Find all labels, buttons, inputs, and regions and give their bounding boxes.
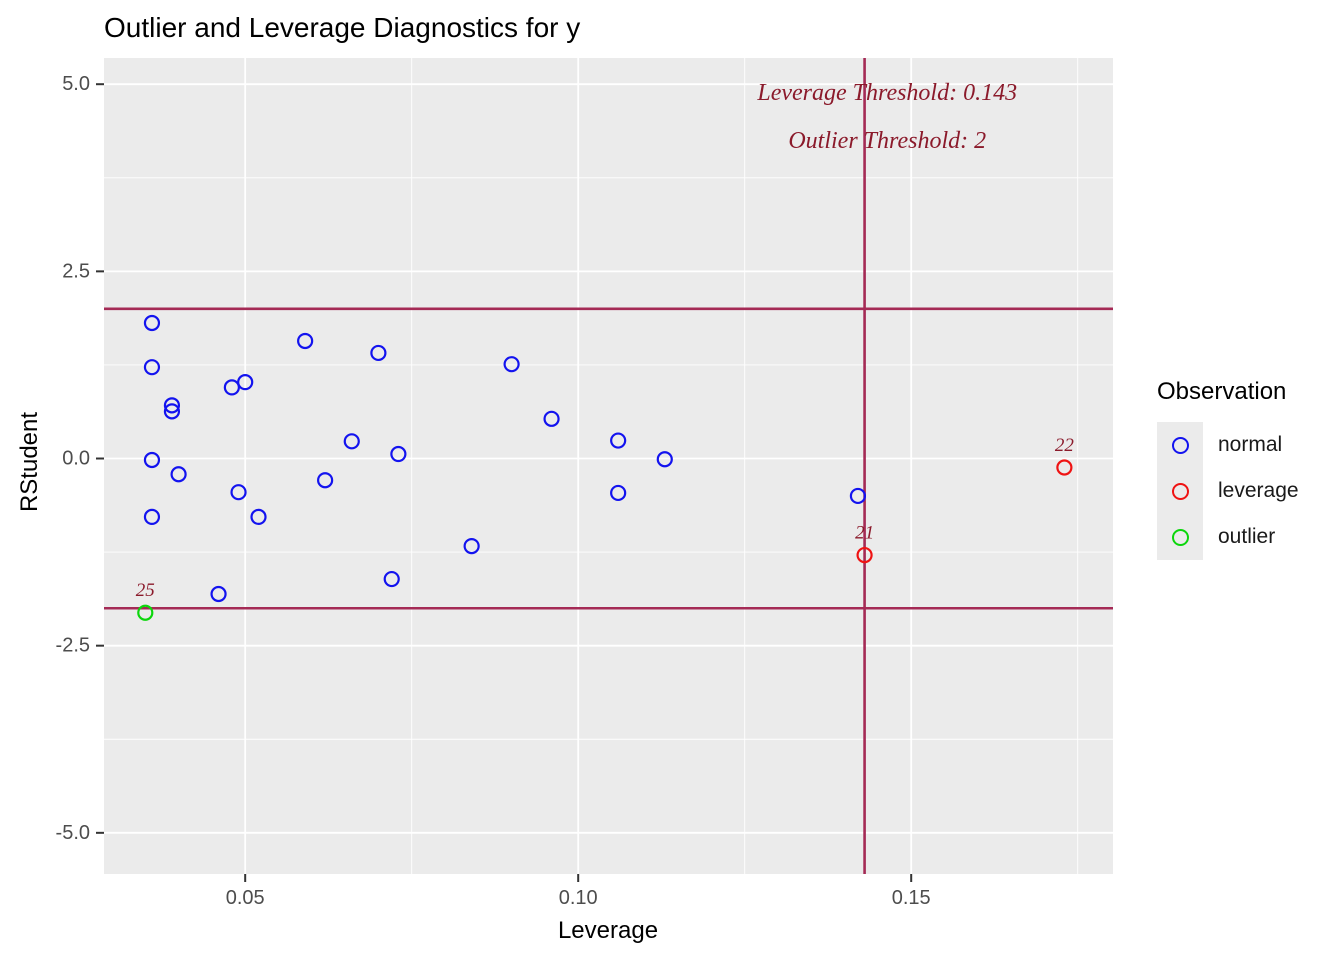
data-point-leverage (856, 546, 873, 564)
data-point-normal (543, 410, 560, 427)
point-label: 22 (1055, 435, 1075, 456)
legend-key (1157, 514, 1203, 560)
legend-item-leverage: leverage (1157, 468, 1299, 514)
data-point-normal (390, 445, 407, 463)
panel-background (104, 58, 1113, 874)
legend-items: normal leverage outlier (1157, 422, 1299, 560)
legend-item-normal: normal (1157, 422, 1299, 468)
data-point-normal (370, 344, 387, 362)
leverage-point-icon (1171, 482, 1189, 500)
x-tick-label: 0.05 (226, 887, 265, 909)
legend-key (1157, 468, 1203, 514)
data-point-normal (163, 403, 181, 420)
x-axis-title: Leverage (557, 917, 659, 944)
data-point-normal (143, 314, 161, 332)
chart-title: Outlier and Leverage Diagnostics for y (104, 12, 581, 43)
point-label: 25 (136, 580, 155, 601)
data-point-normal (503, 356, 520, 373)
data-point-normal (343, 433, 360, 450)
normal-point-icon (1171, 436, 1189, 454)
y-tick-label: 2.5 (62, 260, 90, 282)
x-tick-label: 0.15 (892, 887, 931, 909)
data-point-normal (610, 432, 627, 449)
data-point-normal (163, 397, 181, 414)
data-point-normal (383, 570, 400, 588)
legend-item-label: normal (1218, 433, 1283, 456)
legend-item-outlier: outlier (1157, 514, 1299, 560)
x-tick-label: 0.10 (559, 887, 598, 909)
data-point-leverage (1056, 459, 1073, 476)
data-point-normal (297, 332, 314, 350)
outlier-point-icon (1171, 528, 1189, 546)
data-point-normal (610, 484, 627, 502)
point-label: 21 (855, 523, 874, 544)
legend-title: Observation (1157, 378, 1287, 405)
y-tick-label: -2.5 (56, 635, 90, 657)
y-tick-label: -5.0 (56, 822, 90, 844)
y-axis-title: RStudent (16, 411, 43, 513)
legend-item-label: outlier (1218, 525, 1276, 548)
legend: Observation normal leverage outlier (1157, 378, 1299, 560)
data-point-normal (463, 538, 480, 555)
data-point-normal (317, 472, 334, 489)
data-point-outlier (137, 604, 154, 621)
data-point-normal (250, 508, 267, 526)
data-point-normal (849, 487, 867, 505)
legend-key (1157, 422, 1203, 468)
data-point-normal (170, 466, 187, 483)
data-point-normal (223, 379, 240, 396)
data-point-normal (143, 359, 161, 376)
data-point-normal (210, 585, 227, 603)
data-point-normal (143, 451, 161, 469)
data-point-normal (656, 451, 673, 468)
data-point-normal (143, 508, 161, 526)
y-tick-label: 0.0 (62, 448, 90, 470)
threshold-annotation: Outlier Threshold: 2 (788, 128, 986, 154)
y-tick-label: 5.0 (62, 73, 90, 95)
data-point-normal (237, 374, 254, 391)
legend-item-label: leverage (1218, 479, 1299, 502)
data-point-normal (230, 484, 247, 501)
threshold-annotation: Leverage Threshold: 0.143 (756, 80, 1017, 106)
